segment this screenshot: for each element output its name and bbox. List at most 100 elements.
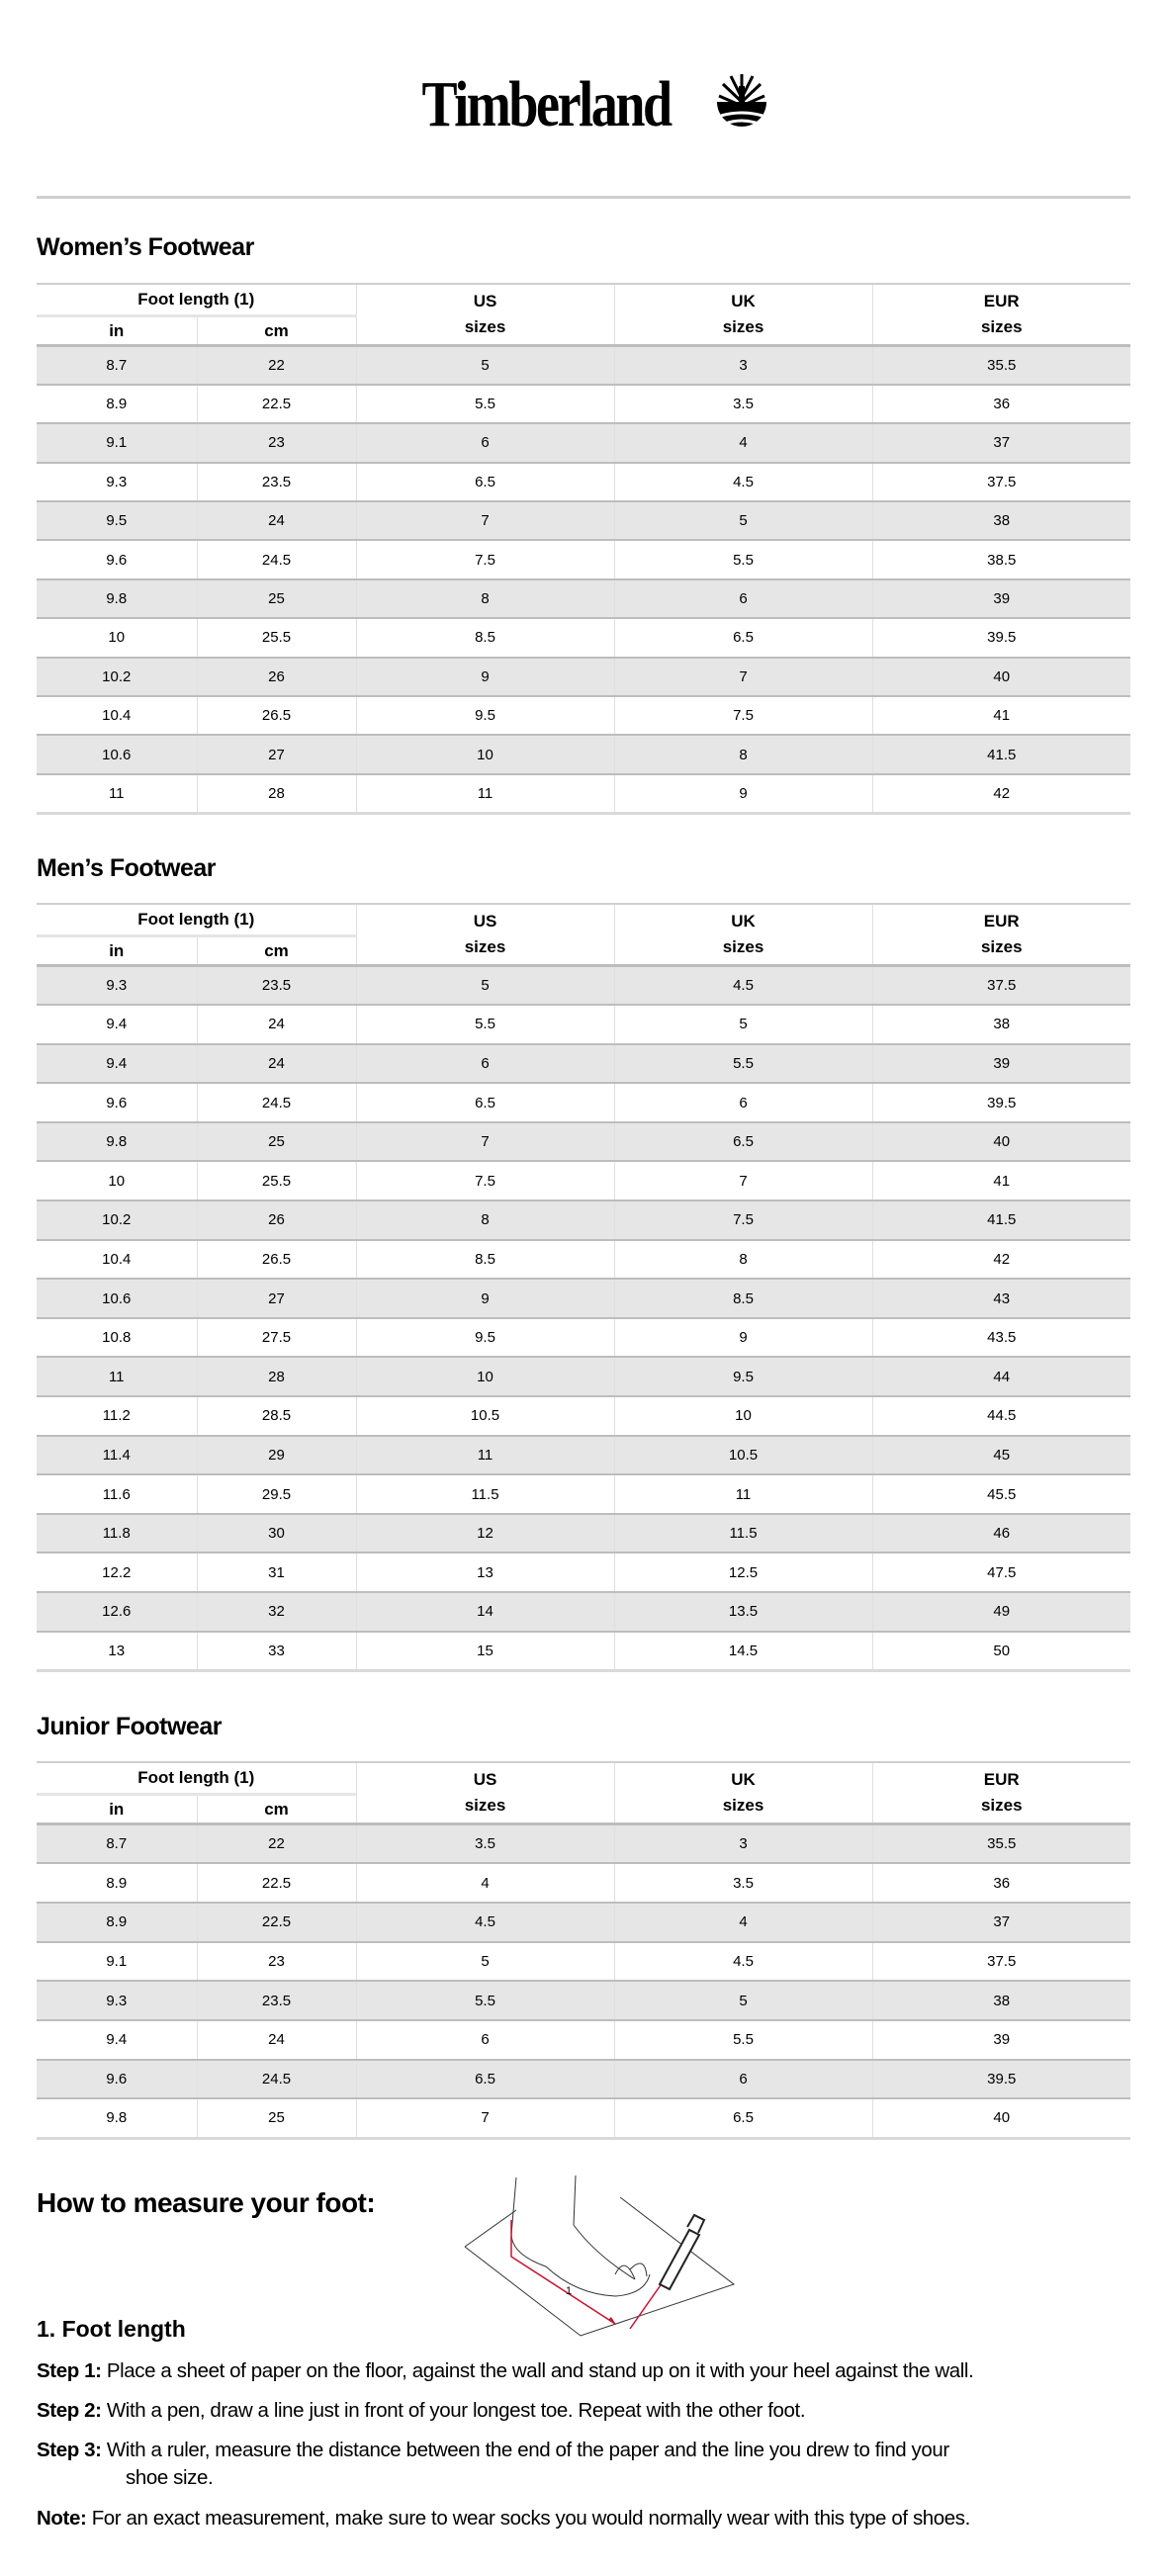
table-row: 13 33 15 14.5 50 bbox=[37, 1631, 1130, 1672]
eur-cell: 41.5 bbox=[871, 735, 1130, 775]
table-row: 9.8 25 8 6 39 bbox=[37, 578, 1130, 620]
table-row: 9.8 25 7 6.5 40 bbox=[37, 1121, 1130, 1163]
table-row: 9.8 25 7 6.5 40 bbox=[37, 2098, 1130, 2140]
junior-size-table: Foot length (1) US sizes UK sizes EUR sizes in c… bbox=[37, 1761, 1130, 2140]
uk-cell: 4 bbox=[613, 1902, 872, 1943]
table-row: 9.3 23.5 6.5 4.5 37.5 bbox=[37, 462, 1130, 503]
cm-cell: 24 bbox=[196, 1005, 356, 1045]
us-cell: 10 bbox=[355, 735, 614, 775]
cm-cell: 22.5 bbox=[196, 384, 356, 425]
junior-section-title: Junior Footwear bbox=[37, 1713, 222, 1740]
us-sizes-header: US sizes bbox=[355, 283, 614, 346]
in-cell: 11.4 bbox=[37, 1435, 197, 1476]
cm-cell: 24 bbox=[196, 1043, 356, 1085]
table-row: 10.6 27 10 8 41.5 bbox=[37, 735, 1130, 775]
eur-cell: 37.5 bbox=[871, 964, 1130, 1007]
cm-cell: 23 bbox=[196, 1941, 356, 1983]
mens-size-table: Foot length (1) US sizes UK sizes EUR sizes in c… bbox=[37, 903, 1130, 1672]
uk-cell: 10 bbox=[613, 1396, 872, 1437]
uk-cell: 10.5 bbox=[613, 1435, 872, 1476]
us-cell: 9 bbox=[355, 1279, 614, 1319]
in-cell: 9.4 bbox=[37, 1005, 197, 1045]
tree-icon bbox=[717, 74, 767, 127]
us-cell: 10.5 bbox=[355, 1396, 614, 1437]
header-label: US bbox=[473, 1770, 497, 1789]
header-sublabel: sizes bbox=[722, 937, 764, 956]
step-label: Step 3: bbox=[37, 2439, 102, 2461]
us-cell: 11 bbox=[355, 1435, 614, 1476]
step-text: Place a sheet of paper on the floor, aga… bbox=[106, 2359, 974, 2382]
in-cell: 9.3 bbox=[37, 1981, 197, 2021]
table-row: 12.2 31 13 12.5 47.5 bbox=[37, 1553, 1130, 1593]
cm-cell: 24 bbox=[196, 501, 356, 542]
eur-cell: 37.5 bbox=[871, 462, 1130, 503]
cm-cell: 22 bbox=[196, 1822, 356, 1865]
in-cell: 10.6 bbox=[37, 1279, 197, 1319]
uk-cell: 9 bbox=[613, 773, 872, 815]
step-3: Step 3: With a ruler, measure the distan… bbox=[37, 2437, 1134, 2492]
table-row: 9.5 24 7 5 38 bbox=[37, 501, 1130, 542]
uk-cell: 6 bbox=[613, 578, 872, 620]
table-row: 11.4 29 11 10.5 45 bbox=[37, 1435, 1130, 1476]
womens-size-table: Foot length (1) US sizes UK sizes EUR sizes in c… bbox=[37, 283, 1130, 815]
in-cell: 10.4 bbox=[37, 696, 197, 737]
cm-cell: 24 bbox=[196, 2019, 356, 2061]
cm-cell: 23.5 bbox=[196, 964, 356, 1007]
uk-cell: 5 bbox=[613, 1981, 872, 2021]
in-cell: 9.6 bbox=[37, 2059, 197, 2100]
cm-cell: 22 bbox=[196, 343, 356, 386]
uk-cell: 3 bbox=[613, 343, 872, 386]
in-cell: 12.2 bbox=[37, 1553, 197, 1593]
cm-cell: 27 bbox=[196, 735, 356, 775]
eur-cell: 39.5 bbox=[871, 618, 1130, 659]
table-row: 10 25.5 8.5 6.5 39.5 bbox=[37, 618, 1130, 659]
us-cell: 5 bbox=[355, 343, 614, 386]
us-cell: 12 bbox=[355, 1513, 614, 1554]
table-row: 11.8 30 12 11.5 46 bbox=[37, 1513, 1130, 1554]
eur-cell: 37.5 bbox=[871, 1941, 1130, 1983]
cm-cell: 28.5 bbox=[196, 1396, 356, 1437]
header-sublabel: sizes bbox=[980, 1796, 1023, 1815]
header-label: UK bbox=[731, 1770, 756, 1789]
in-cell: 11 bbox=[37, 773, 197, 815]
us-cell: 14 bbox=[355, 1592, 614, 1633]
in-cell: 11.6 bbox=[37, 1474, 197, 1515]
cm-cell: 26.5 bbox=[196, 1239, 356, 1281]
uk-cell: 8 bbox=[613, 735, 872, 775]
uk-cell: 5 bbox=[613, 501, 872, 542]
uk-cell: 4.5 bbox=[613, 462, 872, 503]
cm-cell: 28 bbox=[196, 1357, 356, 1398]
header-label: US bbox=[473, 292, 497, 311]
in-cell: 9.6 bbox=[37, 540, 197, 580]
cm-cell: 29.5 bbox=[196, 1474, 356, 1515]
note: Note: For an exact measurement, make sur… bbox=[37, 2505, 1134, 2532]
table-row: 10.4 26.5 9.5 7.5 41 bbox=[37, 696, 1130, 737]
in-cell: 9.1 bbox=[37, 423, 197, 464]
header-label: US bbox=[473, 912, 497, 931]
us-cell: 6.5 bbox=[355, 462, 614, 503]
table-row: 8.9 22.5 4 3.5 36 bbox=[37, 1863, 1130, 1904]
table-row: 9.6 24.5 7.5 5.5 38.5 bbox=[37, 540, 1130, 580]
uk-cell: 3.5 bbox=[613, 1863, 872, 1904]
eur-cell: 38 bbox=[871, 501, 1130, 542]
in-cell: 11.2 bbox=[37, 1396, 197, 1437]
eur-cell: 41 bbox=[871, 696, 1130, 737]
uk-cell: 5.5 bbox=[613, 1043, 872, 1085]
uk-cell: 8 bbox=[613, 1239, 872, 1281]
in-header: in bbox=[109, 1799, 125, 1819]
in-cell: 8.9 bbox=[37, 1902, 197, 1943]
mens-section-title: Men’s Footwear bbox=[37, 854, 217, 882]
in-cell: 8.7 bbox=[37, 1822, 197, 1865]
header-label: EUR bbox=[983, 292, 1020, 311]
eur-cell: 46 bbox=[871, 1513, 1130, 1554]
step-text-continued: shoe size. bbox=[126, 2466, 214, 2489]
table-row: 12.6 32 14 13.5 49 bbox=[37, 1592, 1130, 1633]
eur-cell: 50 bbox=[871, 1631, 1130, 1672]
us-cell: 7.5 bbox=[355, 1161, 614, 1202]
uk-cell: 6.5 bbox=[613, 1121, 872, 1163]
in-cell: 9.6 bbox=[37, 1083, 197, 1123]
eur-sizes-header: EUR sizes bbox=[871, 1761, 1130, 1824]
table-row: 10.2 26 9 7 40 bbox=[37, 657, 1130, 698]
table-row: 10.6 27 9 8.5 43 bbox=[37, 1279, 1130, 1319]
uk-cell: 9.5 bbox=[613, 1357, 872, 1398]
